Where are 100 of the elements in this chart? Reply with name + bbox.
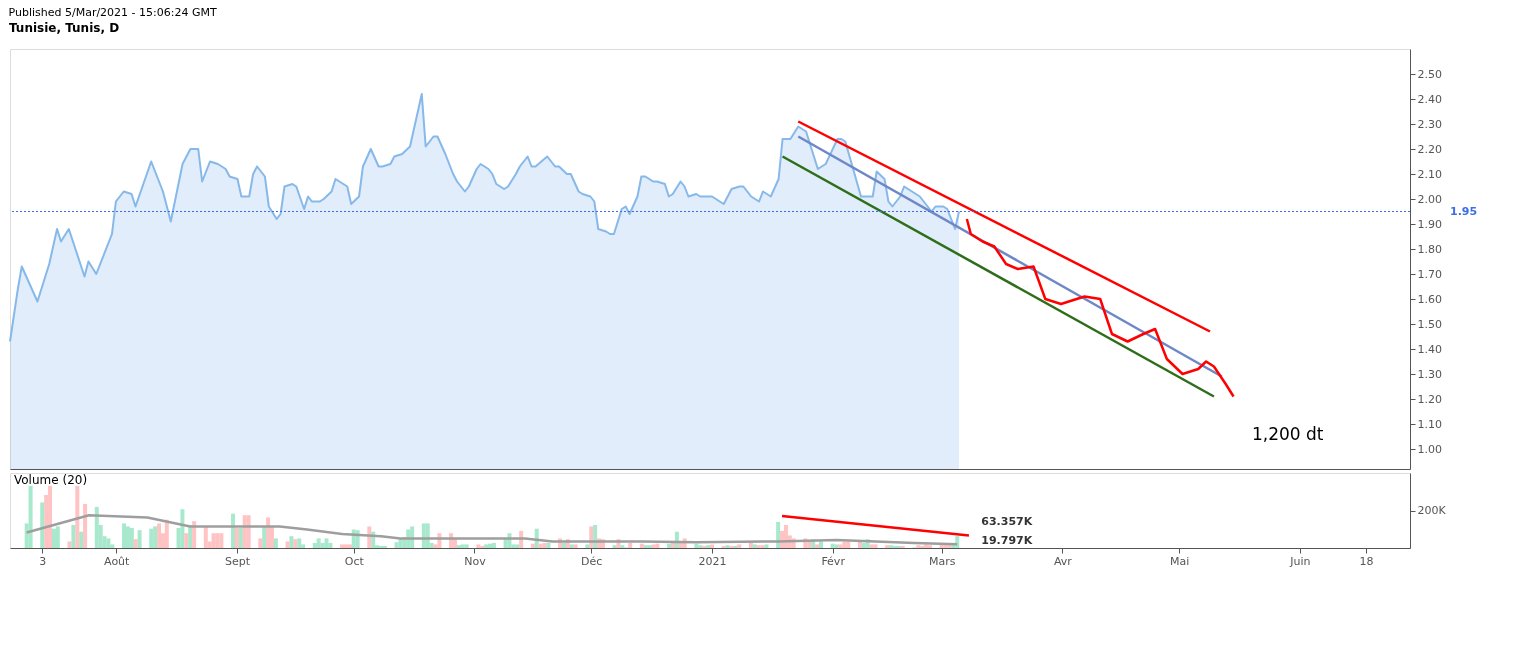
x-tick-label: Août bbox=[104, 554, 131, 568]
y-tick-label: 1.40 bbox=[1417, 342, 1442, 356]
x-tick-label: Oct bbox=[344, 554, 365, 568]
bar bbox=[476, 544, 481, 548]
bar bbox=[75, 485, 80, 548]
bar bbox=[530, 543, 535, 548]
y-tick-label: 1.50 bbox=[1417, 317, 1442, 331]
x-tick-label: 18 bbox=[1359, 554, 1374, 568]
y-tick-label: 1.30 bbox=[1417, 367, 1442, 381]
bar bbox=[262, 526, 267, 548]
bar bbox=[737, 544, 742, 548]
bar bbox=[896, 545, 901, 548]
bar bbox=[273, 538, 278, 548]
y-tick-label: 2.50 bbox=[1417, 67, 1442, 81]
bar bbox=[861, 542, 866, 548]
line-series bbox=[965, 217, 1235, 398]
bar bbox=[783, 524, 788, 548]
bar bbox=[515, 544, 520, 548]
bar bbox=[382, 545, 387, 548]
bar bbox=[328, 542, 333, 548]
y-tick-label: 1.60 bbox=[1417, 292, 1442, 306]
bar bbox=[456, 545, 461, 548]
y-tick-label: 2.20 bbox=[1417, 142, 1442, 156]
bar bbox=[484, 544, 489, 548]
bar bbox=[756, 545, 761, 548]
bar bbox=[180, 509, 185, 548]
y-tick-label: 1.80 bbox=[1417, 242, 1442, 256]
bar bbox=[569, 544, 574, 548]
bar bbox=[289, 536, 294, 548]
annotation: 1,200 dt bbox=[1252, 424, 1324, 445]
annotation: 19.797K bbox=[981, 534, 1033, 548]
bar bbox=[137, 530, 142, 548]
bar bbox=[293, 539, 298, 548]
y-tick-label: 2.40 bbox=[1417, 92, 1442, 106]
bar bbox=[460, 544, 465, 548]
bar bbox=[324, 538, 329, 548]
bar bbox=[129, 527, 134, 548]
bar bbox=[157, 523, 162, 548]
y-tick-label: 1.20 bbox=[1417, 392, 1442, 406]
bar bbox=[94, 506, 99, 548]
x-tick-label: Févr bbox=[821, 554, 846, 568]
bar bbox=[698, 545, 703, 548]
bar bbox=[927, 545, 932, 548]
text: Published 5/Mar/2021 - 15:06:24 GMT bbox=[8, 5, 217, 19]
bar bbox=[219, 533, 224, 548]
y-tick-label: 200K bbox=[1417, 504, 1447, 517]
x-tick-label: Déc bbox=[581, 554, 603, 568]
bar bbox=[725, 545, 730, 548]
bar bbox=[628, 542, 633, 548]
bar bbox=[316, 538, 321, 548]
bar bbox=[764, 544, 769, 548]
bar bbox=[620, 545, 625, 548]
bar bbox=[28, 485, 33, 548]
bar bbox=[488, 543, 493, 548]
bar bbox=[702, 545, 707, 548]
bar bbox=[266, 517, 271, 548]
bar bbox=[538, 543, 543, 548]
y-tick-label: 2.30 bbox=[1417, 117, 1442, 131]
bar bbox=[752, 544, 757, 548]
bar bbox=[873, 544, 878, 548]
bar bbox=[83, 503, 88, 548]
x-tick-label: 3 bbox=[39, 554, 47, 568]
x-tick-label: Avr bbox=[1053, 554, 1073, 568]
bar bbox=[830, 543, 835, 548]
bar bbox=[838, 544, 843, 548]
bar bbox=[51, 528, 56, 548]
bar bbox=[231, 513, 236, 548]
bar bbox=[71, 524, 76, 548]
bar bbox=[184, 533, 189, 548]
bar bbox=[55, 526, 60, 548]
y-tick-label: 1.70 bbox=[1417, 267, 1442, 281]
bar bbox=[667, 543, 672, 548]
bar bbox=[125, 526, 130, 548]
ref-line-label: 1.95 bbox=[1450, 204, 1478, 218]
bar bbox=[920, 545, 925, 548]
bar bbox=[242, 515, 247, 548]
bar bbox=[647, 545, 652, 548]
bar bbox=[340, 544, 345, 548]
bar bbox=[234, 527, 239, 548]
bar bbox=[585, 544, 590, 548]
x-tick-label: Mars bbox=[928, 554, 956, 568]
bar bbox=[916, 545, 921, 548]
bar bbox=[246, 515, 251, 548]
bar bbox=[561, 542, 566, 548]
bar bbox=[546, 542, 551, 548]
chart-title: Volume (20) bbox=[14, 473, 88, 487]
x-tick-label: Juin bbox=[1289, 554, 1311, 568]
bar bbox=[153, 526, 158, 548]
bar bbox=[312, 542, 317, 548]
y-tick-label: 1.10 bbox=[1417, 417, 1442, 431]
bar bbox=[258, 538, 263, 548]
bar bbox=[643, 545, 648, 548]
bar bbox=[733, 545, 738, 548]
y-tick-label: 2.10 bbox=[1417, 167, 1442, 181]
bar bbox=[203, 526, 208, 548]
x-tick-label: Mai bbox=[1170, 554, 1190, 568]
bar bbox=[215, 533, 220, 548]
bar bbox=[347, 544, 352, 548]
bar bbox=[122, 523, 127, 548]
bar bbox=[842, 541, 847, 548]
